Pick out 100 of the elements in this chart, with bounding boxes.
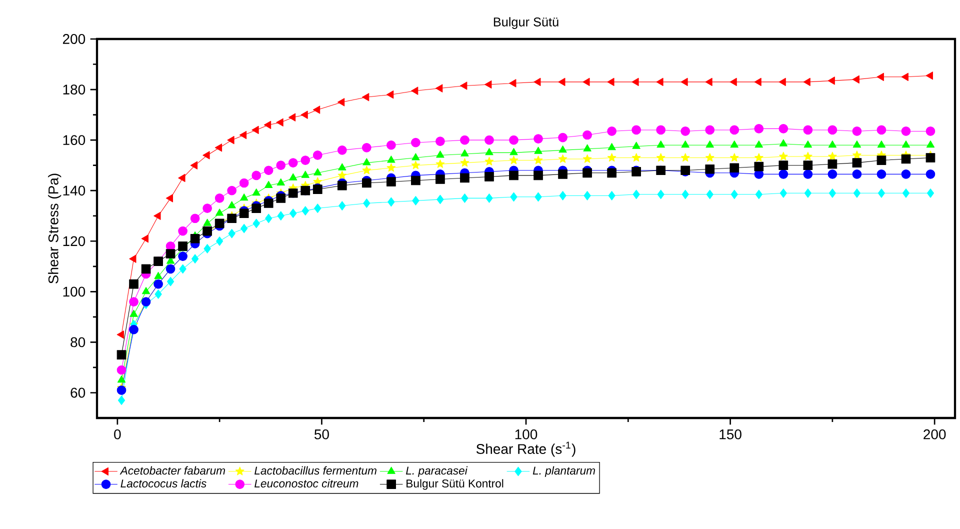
point (154, 212, 161, 220)
point (608, 190, 616, 200)
point (778, 124, 788, 134)
point (534, 134, 543, 144)
point (312, 106, 320, 114)
point (607, 153, 616, 162)
point (680, 153, 690, 162)
point (290, 208, 297, 218)
point (129, 254, 136, 263)
point (607, 168, 616, 178)
y-tick-label: 100 (63, 286, 86, 297)
point (129, 324, 138, 334)
point (239, 208, 249, 218)
point (559, 190, 566, 200)
point (705, 125, 715, 135)
x-tick-label: 50 (314, 429, 329, 440)
point (388, 197, 395, 207)
point (179, 264, 186, 274)
point (154, 272, 162, 279)
point (901, 170, 911, 179)
x-tick-label: 200 (924, 429, 946, 440)
point (803, 78, 810, 86)
point (730, 125, 740, 135)
point (902, 188, 910, 198)
point (779, 139, 788, 146)
point (705, 78, 712, 86)
point (706, 190, 714, 200)
point (804, 140, 812, 148)
legend-label: Bulgur Sütü Kontrol (406, 479, 504, 490)
point (584, 190, 591, 200)
point (901, 72, 908, 81)
point (362, 142, 372, 152)
point (460, 173, 470, 183)
point (252, 204, 262, 213)
legend-label: Lactococus lactis (120, 479, 206, 488)
point (276, 194, 286, 203)
point (166, 276, 174, 286)
point (460, 149, 469, 156)
point (363, 198, 370, 208)
point (534, 192, 542, 202)
point (754, 140, 763, 148)
point (265, 214, 272, 224)
point (116, 365, 126, 375)
point (828, 76, 835, 85)
point (239, 178, 249, 188)
point (754, 162, 764, 172)
y-tick-label: 160 (63, 135, 86, 146)
point (228, 201, 236, 208)
point (116, 386, 126, 395)
point (204, 244, 211, 254)
point (386, 163, 396, 172)
legend-label: Leuconostoc citreum (254, 479, 358, 488)
y-tick-label: 140 (63, 186, 86, 196)
point (289, 173, 298, 180)
point (484, 80, 492, 89)
point (216, 236, 224, 246)
point (436, 194, 444, 204)
point (240, 194, 248, 201)
point (680, 78, 688, 86)
point (778, 160, 788, 170)
x-tick-label: 0 (114, 429, 121, 440)
point (926, 188, 934, 198)
point (754, 124, 764, 134)
point (436, 150, 444, 158)
point (214, 144, 222, 152)
point (129, 279, 138, 289)
point (730, 190, 738, 200)
point (534, 146, 542, 154)
point (252, 170, 262, 180)
point (141, 264, 151, 274)
point (754, 153, 764, 162)
point (755, 190, 762, 200)
point (534, 156, 543, 164)
point (288, 113, 296, 122)
point (730, 153, 739, 162)
point (362, 158, 371, 166)
point (362, 166, 372, 174)
point (657, 190, 664, 200)
point (509, 135, 518, 145)
point (460, 135, 470, 145)
point (460, 158, 470, 167)
x-axis-title: Shear Rate (s$^{-1}$) (476, 442, 576, 457)
x-tick-label: 150 (720, 429, 742, 440)
point (178, 226, 188, 236)
point (436, 136, 445, 146)
point (264, 180, 273, 188)
point (116, 330, 124, 339)
point (141, 234, 149, 243)
point (240, 224, 248, 234)
x-tick-label: 100 (515, 429, 538, 440)
point (362, 178, 372, 188)
point (632, 125, 641, 135)
point (926, 153, 936, 162)
point (778, 152, 788, 160)
point (682, 190, 689, 200)
point (730, 78, 737, 86)
point (190, 234, 200, 244)
point (852, 126, 862, 136)
point (828, 170, 838, 179)
point (804, 188, 812, 198)
